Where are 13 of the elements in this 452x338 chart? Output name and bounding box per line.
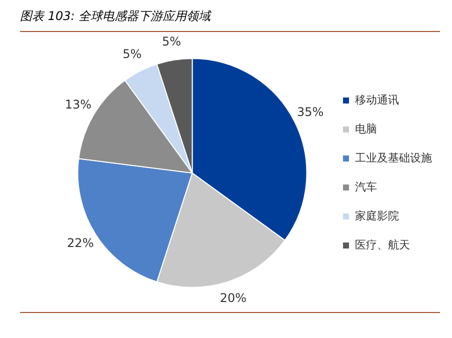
data-label: 22% [67,236,94,250]
legend-label: 家庭影院 [355,209,399,222]
data-label: 13% [64,98,92,112]
data-label: 5% [162,34,182,48]
legend-label: 移动通讯 [355,93,399,106]
data-label: 35% [296,104,324,119]
data-label: 5% [122,47,142,62]
legend-label: 电脑 [355,122,377,136]
legend-label: 汽车 [355,180,377,194]
chart-title: 图表 103: 全球电感器下游应用领域 [20,8,440,32]
legend-label: 工业及基础设施 [355,151,432,164]
legend-label: 医疗、航天 [355,238,410,252]
data-label: 20% [220,291,247,306]
